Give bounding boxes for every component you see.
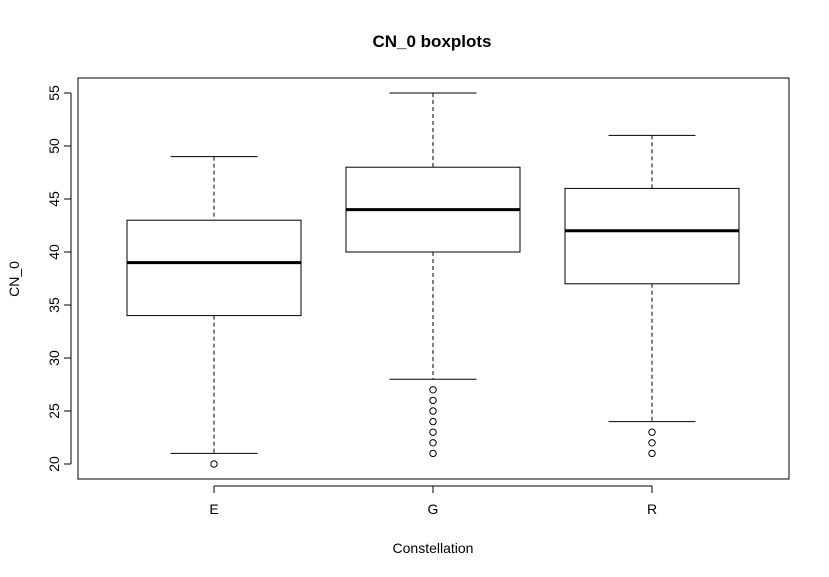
plot-frame: [77, 77, 790, 480]
x-axis-label: Constellation: [393, 540, 474, 556]
outlier-point: [429, 428, 437, 436]
y-tick-label: 30: [46, 350, 62, 366]
x-tick-label: R: [647, 501, 657, 517]
outlier-point: [210, 460, 218, 468]
outlier-point: [429, 417, 437, 426]
box-R: [564, 187, 740, 285]
box-E: [126, 219, 302, 317]
boxes-group: [126, 92, 740, 468]
outlier-point: [648, 439, 656, 447]
y-tick-label: 55: [46, 85, 62, 101]
x-tick-label: E: [209, 501, 218, 517]
y-axis: 20 25 30 35 40 45 50 55: [46, 85, 72, 472]
outlier-point: [429, 386, 437, 394]
x-tick-label: G: [428, 501, 439, 517]
y-tick-label: 40: [46, 244, 62, 260]
outlier-point: [429, 407, 437, 415]
outlier-point: [648, 428, 656, 436]
y-tick-label: 35: [46, 297, 62, 313]
y-tick-label: 50: [46, 138, 62, 154]
y-tick-label: 45: [46, 191, 62, 207]
outlier-point: [429, 396, 437, 405]
outlier-point: [429, 449, 437, 458]
y-tick-label: 20: [46, 456, 62, 472]
outlier-point: [429, 439, 437, 447]
outlier-point: [648, 449, 656, 458]
y-axis-label: CN_0: [6, 261, 22, 297]
y-tick-label: 25: [46, 403, 62, 419]
chart-title: CN_0 boxplots: [372, 32, 491, 51]
